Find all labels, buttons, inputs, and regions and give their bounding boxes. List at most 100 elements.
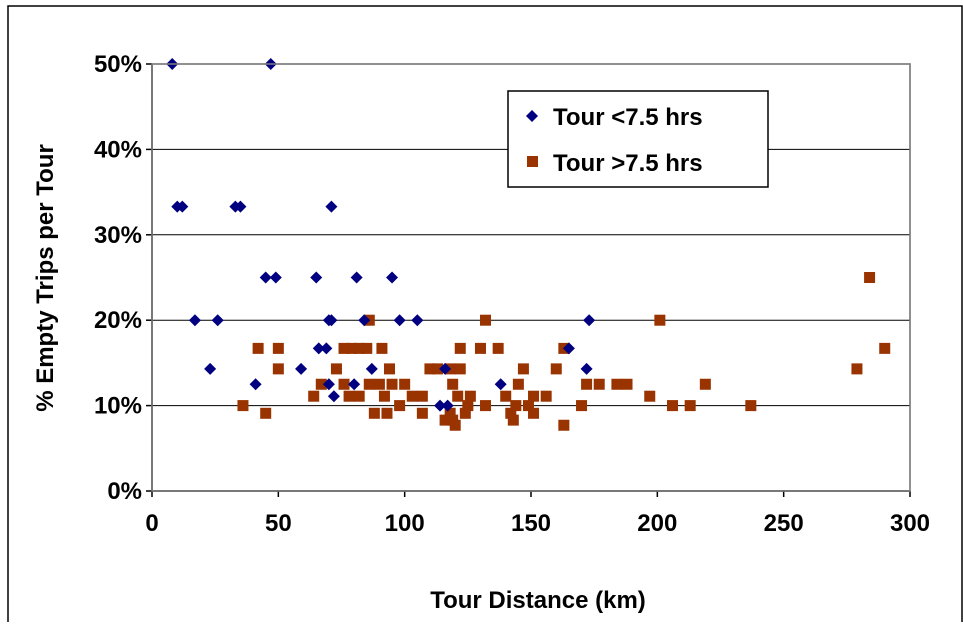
point-tour-over-7-5-hrs [528, 407, 540, 419]
point-tour-under-7-5-hrs [204, 362, 217, 375]
x-tick-label: 150 [511, 510, 551, 537]
point-tour-under-7-5-hrs [365, 362, 378, 375]
point-tour-over-7-5-hrs [459, 407, 471, 419]
point-tour-over-7-5-hrs [376, 342, 388, 354]
point-tour-under-7-5-hrs [234, 200, 247, 213]
data-points [166, 58, 891, 431]
point-tour-over-7-5-hrs [464, 390, 476, 402]
point-tour-over-7-5-hrs [492, 342, 504, 354]
point-tour-over-7-5-hrs [480, 314, 492, 326]
point-tour-over-7-5-hrs [384, 363, 396, 375]
point-tour-over-7-5-hrs [416, 390, 428, 402]
point-tour-over-7-5-hrs [386, 378, 398, 390]
point-tour-over-7-5-hrs [432, 363, 444, 375]
point-tour-over-7-5-hrs [864, 272, 876, 283]
point-tour-over-7-5-hrs [745, 400, 757, 412]
point-tour-over-7-5-hrs [512, 378, 524, 390]
point-tour-over-7-5-hrs [363, 378, 375, 390]
point-tour-over-7-5-hrs [528, 390, 540, 402]
point-tour-over-7-5-hrs [452, 390, 464, 402]
point-tour-under-7-5-hrs [322, 378, 335, 391]
point-tour-over-7-5-hrs [338, 378, 350, 390]
point-tour-over-7-5-hrs [439, 414, 451, 426]
point-tour-over-7-5-hrs [381, 407, 393, 419]
point-tour-over-7-5-hrs [378, 390, 390, 402]
point-tour-over-7-5-hrs [338, 342, 350, 354]
point-tour-under-7-5-hrs [348, 378, 361, 391]
point-tour-over-7-5-hrs [611, 378, 623, 390]
legend-marker-tour-over-7-5-hrs [527, 156, 538, 167]
point-tour-under-7-5-hrs [562, 342, 575, 355]
x-axis-title: Tour Distance (km) [430, 587, 646, 614]
point-tour-over-7-5-hrs [272, 342, 284, 354]
point-tour-under-7-5-hrs [211, 314, 224, 327]
point-tour-over-7-5-hrs [474, 342, 486, 354]
point-tour-over-7-5-hrs [851, 363, 863, 375]
point-tour-under-7-5-hrs [327, 390, 340, 403]
point-tour-over-7-5-hrs [330, 363, 342, 375]
legend: Tour <7.5 hrs Tour >7.5 hrs [507, 90, 769, 188]
point-tour-under-7-5-hrs [580, 362, 593, 375]
point-tour-over-7-5-hrs [666, 400, 678, 412]
point-tour-over-7-5-hrs [540, 390, 552, 402]
point-tour-under-7-5-hrs [350, 271, 363, 284]
point-tour-over-7-5-hrs [315, 378, 327, 390]
y-axis-title: % Empty Trips per Tour [32, 144, 59, 412]
x-tick-label: 300 [890, 510, 930, 537]
legend-label-tour-over-7-5-hrs: Tour >7.5 hrs [553, 150, 703, 177]
point-tour-over-7-5-hrs [550, 363, 562, 375]
point-tour-under-7-5-hrs [393, 314, 406, 327]
point-tour-over-7-5-hrs [593, 378, 605, 390]
point-tour-under-7-5-hrs [176, 200, 189, 213]
legend-marker-tour-under-7-5-hrs [526, 110, 538, 122]
point-tour-over-7-5-hrs [444, 407, 456, 419]
point-tour-under-7-5-hrs [325, 200, 338, 213]
point-tour-under-7-5-hrs [441, 399, 454, 412]
point-tour-over-7-5-hrs [576, 400, 588, 412]
point-tour-over-7-5-hrs [353, 390, 365, 402]
point-tour-over-7-5-hrs [654, 314, 666, 326]
point-tour-under-7-5-hrs [188, 314, 201, 327]
point-tour-over-7-5-hrs [522, 400, 534, 412]
point-tour-over-7-5-hrs [507, 414, 519, 426]
y-tick-label: 0% [107, 478, 142, 505]
point-tour-over-7-5-hrs [399, 378, 411, 390]
point-tour-over-7-5-hrs [581, 378, 593, 390]
x-tick-label: 200 [637, 510, 677, 537]
point-tour-under-7-5-hrs [320, 342, 333, 355]
point-tour-over-7-5-hrs [416, 407, 428, 419]
point-tour-over-7-5-hrs [449, 419, 461, 431]
y-tick-label: 50% [94, 51, 142, 78]
point-tour-over-7-5-hrs [308, 390, 320, 402]
point-tour-over-7-5-hrs [353, 342, 365, 354]
y-tick-label: 30% [94, 222, 142, 249]
x-tick-label: 250 [764, 510, 804, 537]
x-tick-label: 100 [385, 510, 425, 537]
plot-border [151, 63, 911, 492]
point-tour-under-7-5-hrs [411, 314, 424, 327]
point-tour-over-7-5-hrs [644, 390, 656, 402]
legend-label-tour-under-7-5-hrs: Tour <7.5 hrs [553, 104, 703, 131]
point-tour-under-7-5-hrs [358, 314, 371, 327]
point-tour-over-7-5-hrs [684, 400, 696, 412]
y-tick-label: 10% [94, 393, 142, 420]
y-tick-label: 40% [94, 136, 142, 163]
legend-box [507, 90, 769, 188]
point-tour-over-7-5-hrs [621, 378, 633, 390]
point-tour-under-7-5-hrs [295, 362, 308, 375]
point-tour-over-7-5-hrs [462, 400, 474, 412]
point-tour-over-7-5-hrs [260, 407, 272, 419]
point-tour-over-7-5-hrs [394, 400, 406, 412]
point-tour-over-7-5-hrs [480, 400, 492, 412]
point-tour-under-7-5-hrs [434, 399, 447, 412]
point-tour-under-7-5-hrs [494, 378, 507, 391]
x-tick-label: 0 [145, 510, 158, 537]
point-tour-under-7-5-hrs [386, 271, 399, 284]
point-tour-over-7-5-hrs [252, 342, 264, 354]
point-tour-over-7-5-hrs [346, 342, 358, 354]
point-tour-over-7-5-hrs [343, 390, 355, 402]
point-tour-under-7-5-hrs [439, 362, 452, 375]
point-tour-over-7-5-hrs [368, 407, 380, 419]
point-tour-over-7-5-hrs [454, 342, 466, 354]
